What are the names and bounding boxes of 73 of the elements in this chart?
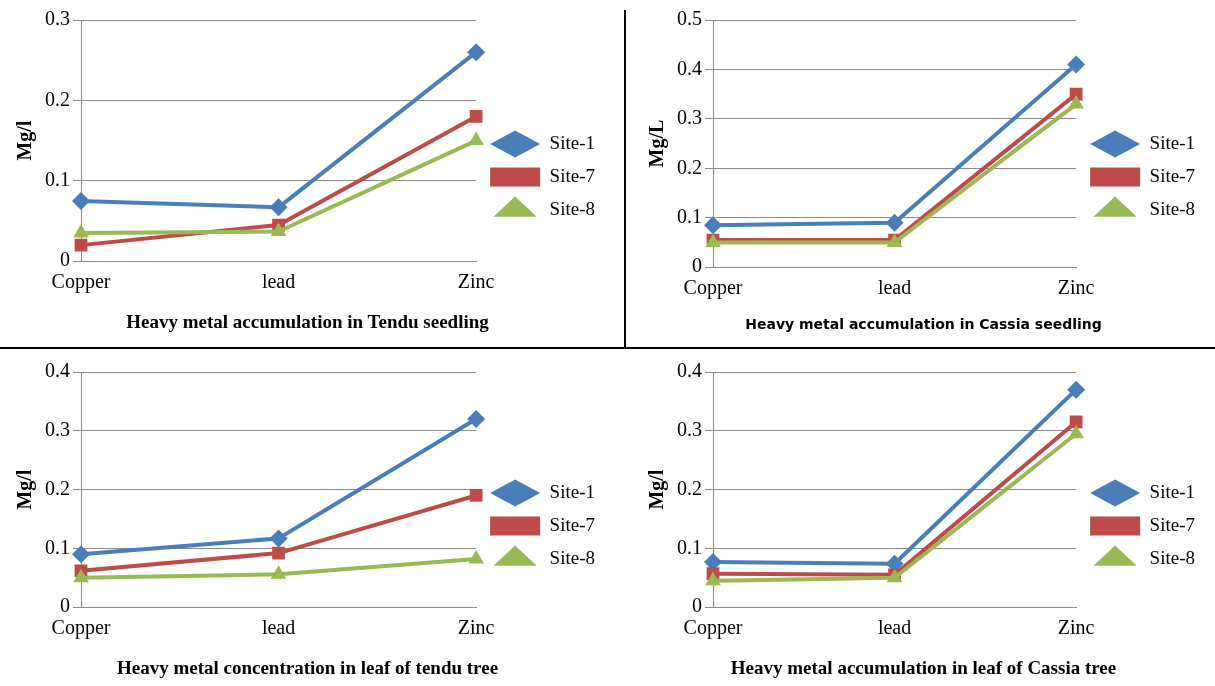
y-tick-label: 0 bbox=[692, 594, 702, 617]
point bbox=[467, 43, 486, 62]
point bbox=[469, 110, 483, 123]
x-tick-label: lead bbox=[877, 616, 912, 639]
point bbox=[1068, 95, 1084, 109]
y-tick-label: 0.3 bbox=[45, 418, 70, 441]
y-axis-title: Mg/l bbox=[13, 469, 37, 510]
point bbox=[72, 545, 90, 564]
point bbox=[272, 546, 285, 560]
point bbox=[270, 222, 287, 236]
y-tick-label: 0.2 bbox=[677, 155, 702, 178]
point bbox=[1067, 55, 1086, 74]
point bbox=[885, 213, 904, 232]
text: Heavy metal accumulation in leaf of Cassia tree bbox=[730, 656, 1117, 678]
y-tick-label: 0.2 bbox=[45, 87, 70, 110]
legend-label: Site-8 bbox=[549, 546, 596, 568]
legend-label: Site-1 bbox=[549, 131, 596, 153]
x-tick-label: lead bbox=[261, 616, 296, 639]
point bbox=[705, 571, 721, 586]
text: Heavy metal concentration in leaf of tendu tree bbox=[116, 656, 499, 678]
y-tick-label: 0 bbox=[60, 248, 70, 271]
y-tick-label: 0.1 bbox=[677, 205, 702, 228]
point bbox=[468, 131, 484, 146]
legend-label: Site-8 bbox=[1149, 197, 1196, 219]
legend-label: Site-7 bbox=[549, 164, 596, 186]
legend-label: Site-8 bbox=[549, 197, 596, 219]
point bbox=[269, 198, 288, 217]
x-tick-label: Copper bbox=[683, 616, 743, 640]
y-tick-label: 0.4 bbox=[45, 359, 70, 382]
point bbox=[467, 410, 486, 429]
y-tick-label: 0.5 bbox=[677, 7, 702, 30]
y-axis-title: Mg/l bbox=[645, 469, 669, 510]
legend-label: Site-7 bbox=[1149, 513, 1196, 535]
x-tick-label: Zinc bbox=[1057, 276, 1095, 299]
y-tick-label: 0 bbox=[692, 254, 702, 277]
x-tick-label: lead bbox=[877, 276, 912, 299]
x-tick-label: Zinc bbox=[1057, 616, 1095, 639]
y-tick-label: 0.2 bbox=[677, 476, 702, 499]
legend-label: Site-7 bbox=[1149, 164, 1196, 186]
x-tick-label: Copper bbox=[51, 270, 111, 294]
y-tick-label: 0.3 bbox=[677, 418, 702, 441]
point bbox=[1067, 380, 1086, 399]
y-tick-label: 0 bbox=[60, 594, 70, 617]
y-tick-label: 0.2 bbox=[45, 476, 70, 499]
text: Heavy metal accumulation in Cassia seedling bbox=[745, 316, 1102, 333]
legend-label: Site-7 bbox=[549, 513, 596, 535]
text: Heavy metal accumulation in Tendu seedling bbox=[126, 310, 490, 332]
y-tick-label: 0.4 bbox=[677, 359, 702, 382]
y-tick-label: 0.3 bbox=[677, 106, 702, 129]
point bbox=[73, 224, 89, 238]
y-tick-label: 0.4 bbox=[677, 56, 702, 79]
y-tick-label: 0.1 bbox=[677, 535, 702, 558]
y-tick-label: 0.3 bbox=[45, 7, 70, 30]
point bbox=[469, 489, 483, 502]
point bbox=[73, 568, 89, 583]
x-tick-label: Copper bbox=[51, 616, 111, 640]
legend-label: Site-1 bbox=[549, 480, 596, 502]
point bbox=[704, 216, 722, 235]
y-tick-label: 0.1 bbox=[45, 535, 70, 558]
x-tick-label: Copper bbox=[683, 276, 743, 300]
legend-label: Site-1 bbox=[1149, 131, 1196, 153]
point bbox=[72, 191, 90, 210]
point bbox=[270, 565, 287, 579]
x-tick-label: Zinc bbox=[457, 270, 495, 293]
y-tick-label: 0.1 bbox=[45, 168, 70, 191]
legend-label: Site-8 bbox=[1149, 546, 1196, 568]
y-axis-title: Mg/L bbox=[645, 119, 669, 168]
y-axis-title: Mg/l bbox=[13, 120, 37, 161]
x-tick-label: lead bbox=[261, 270, 296, 293]
point bbox=[468, 549, 484, 564]
point bbox=[269, 529, 288, 548]
x-tick-label: Zinc bbox=[457, 616, 495, 639]
legend-label: Site-1 bbox=[1149, 480, 1196, 502]
